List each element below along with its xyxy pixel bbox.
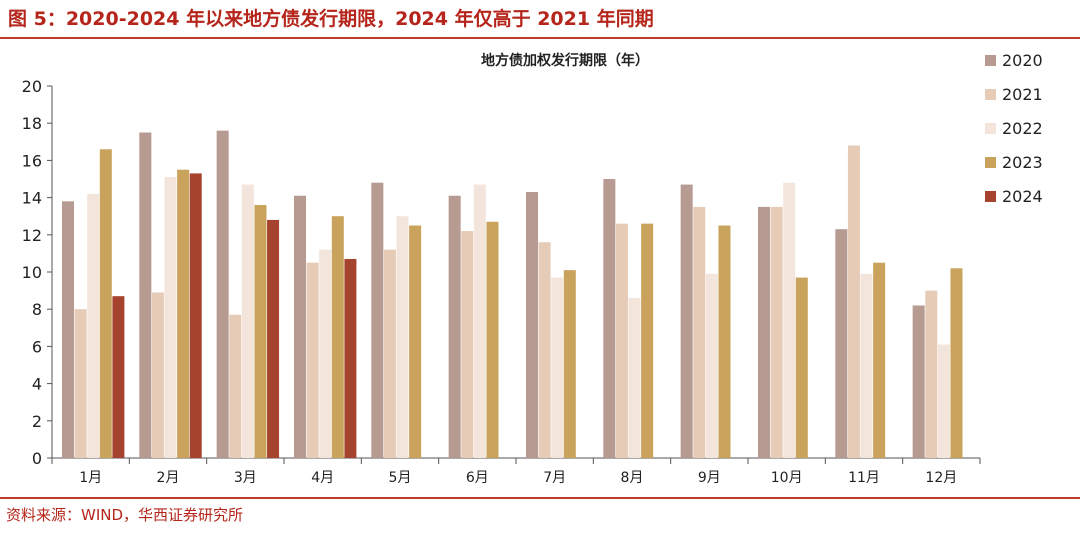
bar-2020-2月 (139, 132, 152, 458)
x-axis: 1月 2月 3月 4月 5月 6月 7月 8月 9月 10月 11月 12月 (51, 457, 981, 486)
bottom-divider (0, 497, 1080, 499)
legend-swatch-2021 (985, 89, 996, 100)
legend-swatch-2023 (985, 157, 996, 168)
bar-2021-12月 (925, 290, 938, 458)
y-tick-label: 2 (32, 412, 42, 431)
bar-2020-12月 (912, 305, 925, 458)
legend-label-2021: 2021 (1002, 85, 1043, 104)
bar-2024-3月 (267, 219, 280, 458)
bar-2021-2月 (151, 292, 164, 458)
bar-2022-6月 (473, 184, 486, 458)
bar-2023-6月 (486, 221, 499, 458)
y-tick-label: 18 (22, 114, 42, 133)
bar-2022-5月 (396, 216, 409, 458)
bar-2021-10月 (770, 206, 783, 458)
y-tick-label: 14 (22, 189, 42, 208)
bar-2022-1月 (87, 193, 100, 458)
bar-2022-3月 (241, 184, 254, 458)
top-divider (0, 37, 1080, 39)
bar-2020-1月 (62, 201, 74, 458)
x-tick-label: 4月 (311, 470, 334, 486)
legend-swatch-2022 (985, 123, 996, 134)
legend-swatch-2020 (985, 55, 996, 66)
bar-2022-9月 (705, 273, 718, 458)
bar-2023-3月 (254, 205, 267, 458)
y-tick-label: 20 (22, 77, 42, 96)
source-note: 资料来源：WIND，华西证券研究所 (6, 506, 244, 524)
bar-2021-9月 (693, 206, 706, 458)
bar-2020-11月 (835, 229, 848, 458)
bars (62, 130, 963, 459)
bar-2023-2月 (177, 169, 190, 458)
bar-2024-2月 (189, 173, 202, 459)
y-tick-label: 4 (32, 375, 42, 394)
bar-2021-11月 (847, 145, 860, 458)
x-tick-label: 7月 (543, 470, 566, 486)
bar-2022-4月 (319, 249, 332, 458)
bar-2020-3月 (216, 130, 229, 458)
bar-chart: 地方债加权发行期限（年） 0 2 4 6 8 10 12 14 16 18 20 1月 2月 3月 4月 5… (22, 51, 1043, 486)
bar-2021-6月 (461, 231, 474, 458)
bar-2020-9月 (680, 184, 693, 458)
bar-2020-4月 (294, 195, 306, 459)
bar-2021-8月 (615, 223, 628, 458)
bar-2023-11月 (873, 262, 886, 458)
bar-2022-8月 (628, 298, 641, 458)
x-tick-label: 9月 (698, 470, 721, 486)
bar-2021-7月 (538, 242, 551, 458)
y-tick-label: 6 (32, 337, 42, 356)
legend-label-2023: 2023 (1002, 153, 1043, 172)
bar-2022-11月 (860, 273, 873, 458)
y-tick-label: 0 (32, 449, 42, 468)
bar-2021-3月 (229, 314, 242, 458)
bar-2023-9月 (718, 225, 731, 458)
bar-2021-4月 (306, 262, 319, 458)
legend-label-2022: 2022 (1002, 119, 1043, 138)
x-tick-label: 6月 (466, 470, 489, 486)
bar-2024-4月 (344, 258, 357, 458)
chart-title: 地方债加权发行期限（年） (481, 52, 649, 69)
bar-2021-5月 (383, 249, 396, 458)
bar-2022-12月 (937, 344, 950, 458)
bar-2021-1月 (74, 309, 87, 458)
x-tick-label: 2月 (157, 470, 180, 486)
x-tick-label: 1月 (79, 470, 102, 486)
bar-2024-1月 (112, 296, 125, 458)
bar-2023-10月 (795, 277, 808, 458)
y-axis: 0 2 4 6 8 10 12 14 16 18 20 (22, 77, 53, 468)
bar-2020-6月 (448, 195, 461, 459)
bar-2022-7月 (551, 277, 564, 458)
x-tick-label: 3月 (234, 470, 257, 486)
x-tick-label: 5月 (389, 470, 412, 486)
y-tick-label: 12 (22, 226, 42, 245)
bar-2023-5月 (409, 225, 422, 458)
bar-2023-7月 (563, 270, 576, 458)
bar-2022-10月 (783, 182, 796, 458)
x-tick-label: 11月 (848, 470, 880, 486)
x-tick-label: 12月 (925, 470, 957, 486)
legend-label-2024: 2024 (1002, 187, 1043, 206)
legend-label-2020: 2020 (1002, 51, 1043, 70)
bar-2023-8月 (641, 223, 654, 458)
bar-2023-12月 (950, 268, 963, 458)
legend: 2020 2021 2022 2023 2024 (985, 51, 1043, 206)
x-tick-label: 8月 (621, 470, 644, 486)
bar-2020-7月 (526, 192, 538, 458)
y-tick-label: 8 (32, 300, 42, 319)
bar-2020-8月 (603, 179, 616, 458)
x-tick-label: 10月 (771, 470, 803, 486)
bar-2022-2月 (164, 177, 177, 458)
legend-swatch-2024 (985, 191, 996, 202)
figure-title: 图 5：2020-2024 年以来地方债发行期限，2024 年仅高于 2021 … (8, 8, 654, 30)
bar-2023-1月 (99, 149, 112, 458)
bar-2020-5月 (371, 182, 384, 458)
bar-2023-4月 (331, 216, 344, 458)
y-tick-label: 10 (22, 263, 42, 282)
y-tick-label: 16 (22, 151, 42, 170)
bar-2020-10月 (758, 206, 770, 458)
